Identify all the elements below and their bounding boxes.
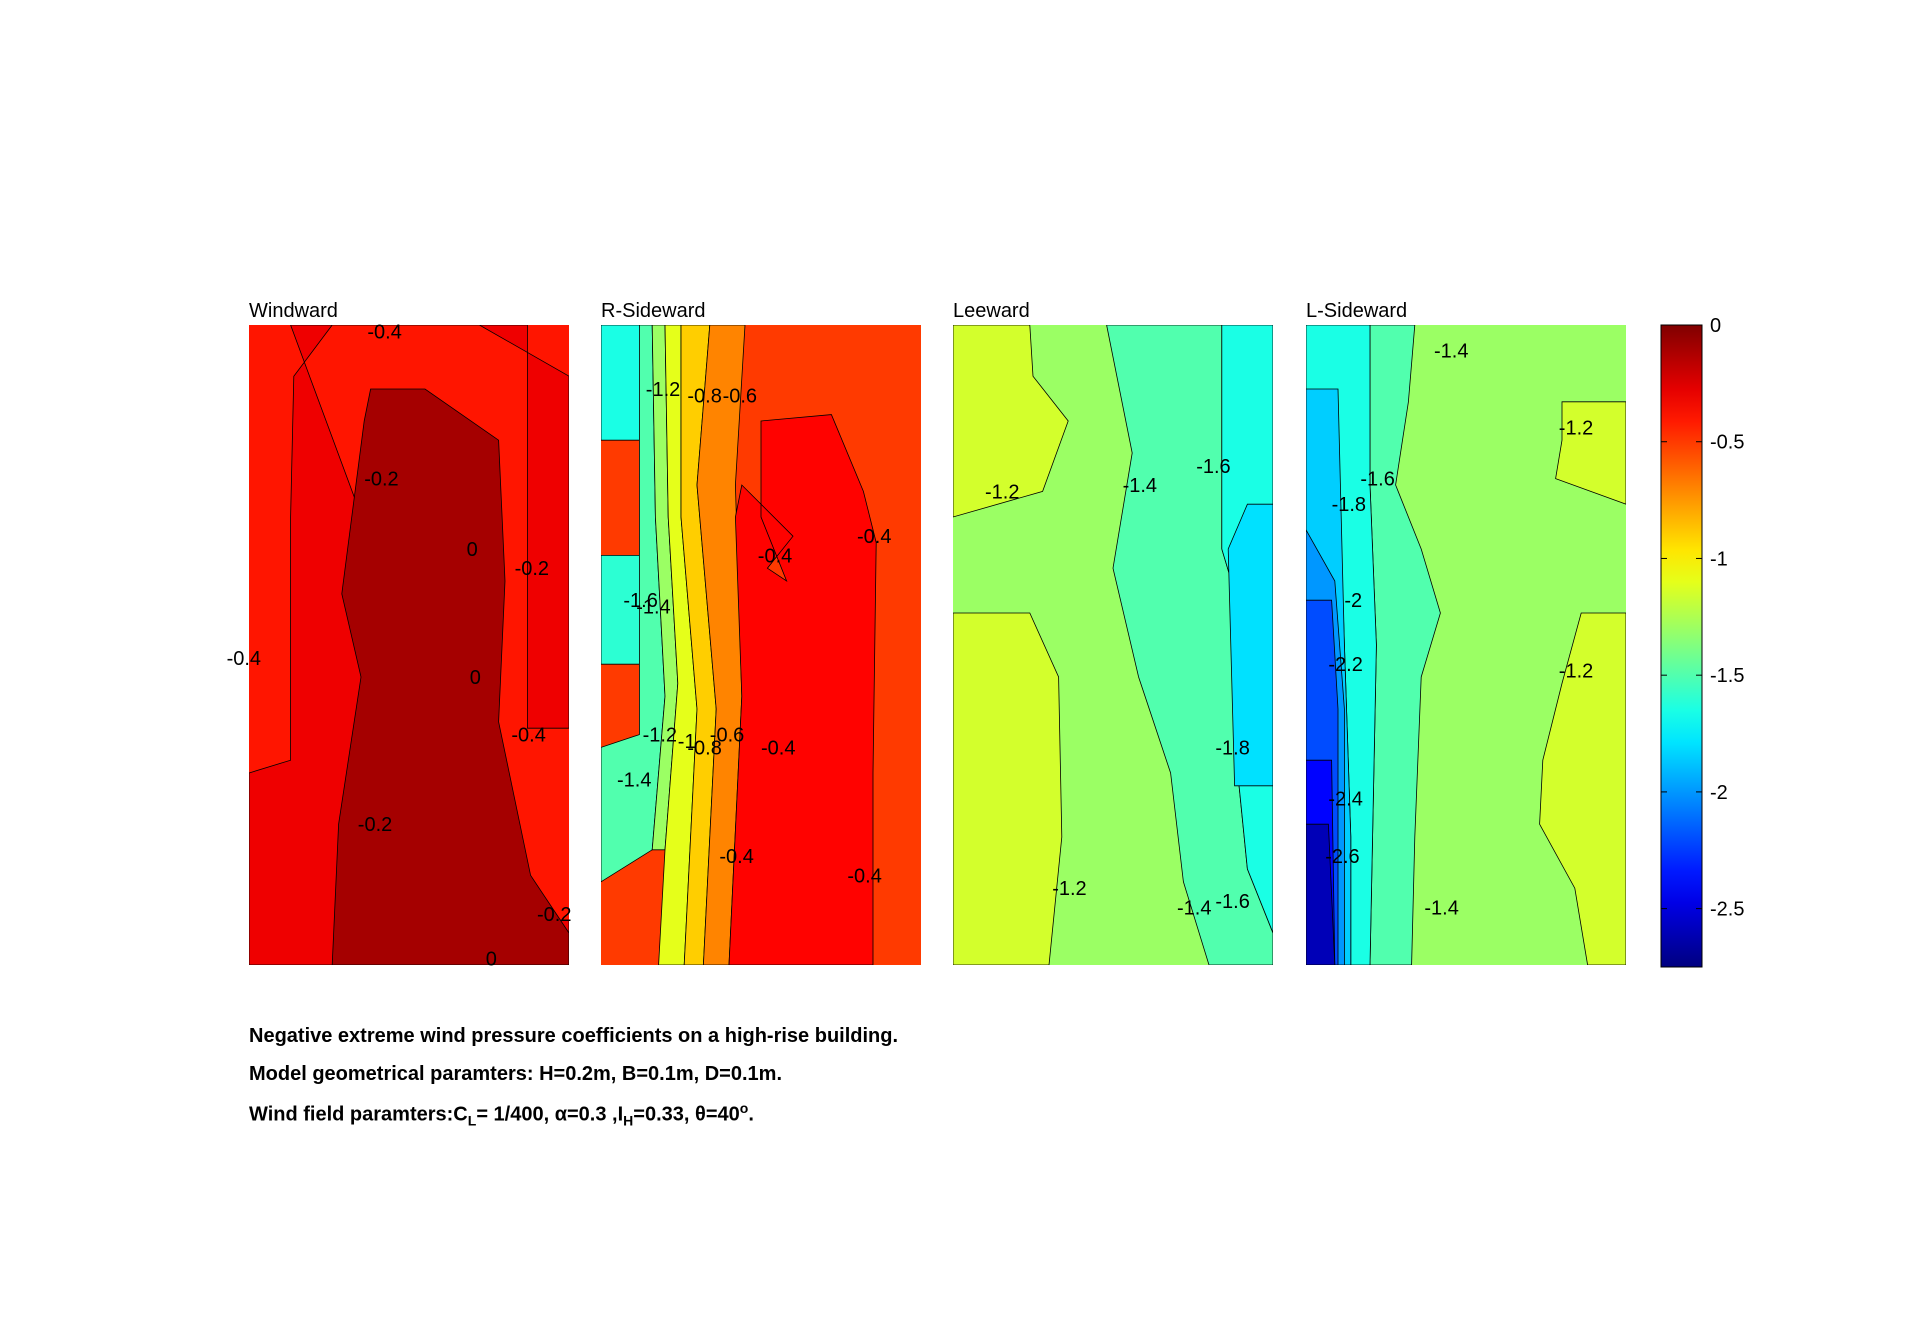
contour-label: -1: [678, 731, 696, 753]
panel-title: Windward: [249, 300, 338, 322]
contour-region: [1306, 823, 1336, 965]
contour-label: -0.2: [537, 904, 571, 926]
panel-windward: Windward -0.4 -0.2 0 -0.2 -0.4 0 -0.4 -0.2 -0.2 0: [227, 300, 572, 971]
contour-label: -1.4: [1123, 475, 1157, 497]
contour-label: -1.6: [1215, 891, 1249, 913]
contour-label: -0.2: [364, 469, 398, 491]
colorbar-tick-label: -1: [1710, 548, 1728, 570]
contour-label: -1.8: [1332, 494, 1366, 516]
contour-label: -0.4: [847, 865, 881, 887]
panel-title: Leeward: [953, 300, 1030, 322]
contour-label: -0.4: [758, 545, 792, 567]
caption-line-1: Negative extreme wind pressure coefficie…: [249, 1025, 899, 1047]
contour-label: -1.2: [1559, 661, 1593, 683]
contour-label: 0: [467, 539, 478, 561]
contour-label: -0.6: [723, 385, 757, 407]
contour-label: -0.4: [719, 846, 753, 868]
colorbar: 0 -0.5 -1 -1.5 -2 -2.5: [1660, 315, 1744, 968]
colorbar-tick-label: 0: [1710, 315, 1721, 337]
contour-label: -1.4: [1434, 341, 1468, 363]
contour-label: -0.8: [687, 385, 721, 407]
contour-label: -1.2: [985, 481, 1019, 503]
contour-label: -0.4: [511, 725, 545, 747]
contour-label: -1.4: [636, 597, 670, 619]
contour-region: [953, 612, 1063, 965]
contour-label: -0.4: [367, 321, 401, 343]
contour-label: -1.4: [1424, 897, 1458, 919]
contour-label: -1.4: [617, 769, 651, 791]
contour-label: -1.6: [623, 590, 657, 612]
colorbar-tick-label: -0.5: [1710, 432, 1744, 454]
contour-label: 0: [470, 667, 481, 689]
caption-line-2: Model geometrical paramters: H=0.2m, B=0…: [249, 1063, 782, 1085]
contour-label: -0.4: [761, 737, 795, 759]
contour-label: -1.6: [1196, 456, 1230, 478]
colorbar-tick-label: -1.5: [1710, 665, 1744, 687]
contour-region: [728, 414, 877, 965]
contour-label: -1.4: [1177, 897, 1211, 919]
panel-leeward: Leeward-1.2 -1.4-1.6-1.8-1.2-1.4 -1.6: [953, 300, 1273, 965]
contour-region: [1539, 612, 1626, 965]
contour-label: -1.6: [1360, 469, 1394, 491]
contour-label: -0.6: [710, 725, 744, 747]
contour-label: -2.2: [1328, 654, 1362, 676]
contour-label: -1.8: [1215, 737, 1249, 759]
contour-label: -1.2: [1559, 417, 1593, 439]
contour-label: -0.4: [857, 526, 891, 548]
contour-label: -2: [1344, 590, 1362, 612]
colorbar-gradient: [1660, 324, 1703, 968]
contour-label: -0.4: [227, 648, 261, 670]
colorbar-tick-label: -2.5: [1710, 899, 1744, 921]
contour-label: -2.6: [1325, 846, 1359, 868]
contour-label: -2.4: [1328, 789, 1362, 811]
panel-title: L-Sideward: [1306, 300, 1407, 322]
caption-line-3: Wind field paramters:CL= 1/400, α=0.3 ,I…: [249, 1100, 754, 1129]
contour-label: -1.2: [643, 725, 677, 747]
contour-region: [331, 388, 569, 965]
contour-region: [1227, 503, 1273, 787]
contour-label: -0.2: [358, 814, 392, 836]
contour-region: [953, 325, 1069, 518]
colorbar-tick-label: -2: [1710, 782, 1728, 804]
panel-l-sideward: L-Sideward -1.4 -1.2 -1.6 -1.8 -2 -2.2 -1.2 -2.4…: [1306, 300, 1626, 965]
contour-region: [1555, 401, 1626, 505]
contour-region: [601, 325, 640, 441]
contour-label: -0.2: [515, 558, 549, 580]
panel-r-sideward: R-Sideward-1.2 -0.8 -0.6-0.4-0.4-1.6-1.4-1…: [601, 300, 921, 965]
panel-title: R-Sideward: [601, 300, 705, 322]
contour-label: -1.2: [1052, 878, 1086, 900]
contour-label: -1.2: [646, 379, 680, 401]
contour-region: [696, 325, 746, 965]
contour-label: 0: [486, 949, 497, 971]
contour-label: -0.8: [687, 737, 721, 759]
